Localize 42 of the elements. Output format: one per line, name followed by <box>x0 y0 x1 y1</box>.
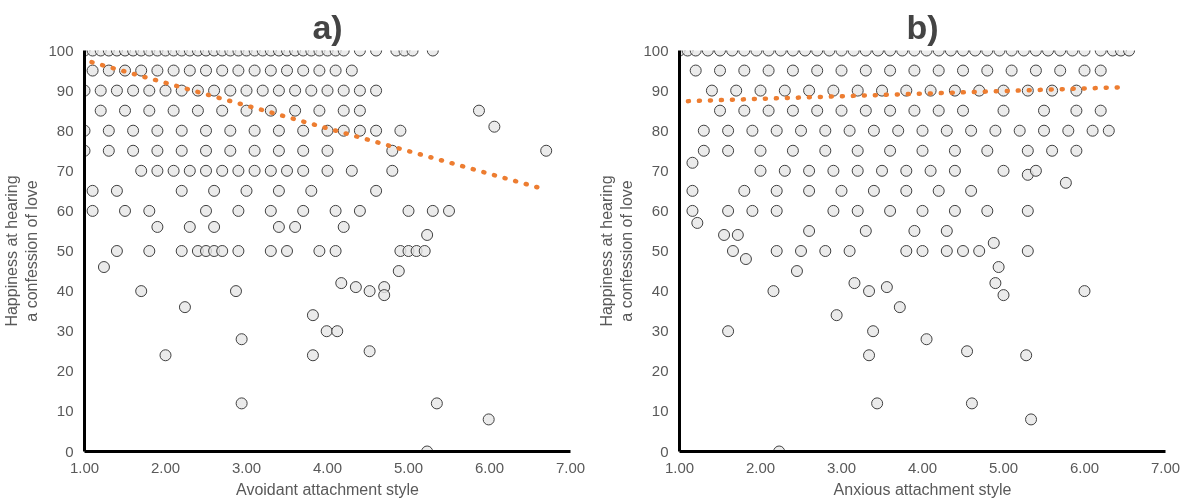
y-tick-label: 100 <box>643 41 669 59</box>
y-axis-title: Happiness at hearing a confession of love <box>3 175 41 327</box>
y-tick-label: 90 <box>651 81 669 99</box>
x-tick-label: 7.00 <box>555 458 586 476</box>
y-tick-label: 50 <box>651 242 669 259</box>
x-tick-label: 5.00 <box>393 458 424 476</box>
y-tick-label: 30 <box>56 322 74 340</box>
y-tick-label: 90 <box>56 81 74 99</box>
x-tick-label: 6.00 <box>474 458 505 476</box>
y-tick-label: 10 <box>56 402 74 420</box>
y-tick-label: 80 <box>651 121 669 139</box>
y-tick-label: 20 <box>56 362 74 380</box>
x-tick-label: 4.00 <box>312 458 343 476</box>
y-tick-label: 70 <box>56 161 74 179</box>
y-tick-label: 60 <box>651 201 669 219</box>
y-tick-label: 40 <box>651 282 669 300</box>
y-tick-label: 0 <box>65 442 74 460</box>
x-tick-label: 7.00 <box>1150 458 1181 476</box>
y-tick-label: 60 <box>56 201 74 219</box>
y-axis-title: Happiness at hearing a confession of love <box>598 175 636 327</box>
y-tick-label: 100 <box>48 41 74 59</box>
x-tick-label: 4.00 <box>907 458 938 476</box>
x-tick-label: 1.00 <box>664 458 695 476</box>
chart-title: a) <box>312 7 343 46</box>
y-tick-label: 20 <box>651 362 669 380</box>
x-tick-label: 3.00 <box>231 458 262 476</box>
y-tick-label: 30 <box>651 322 669 340</box>
y-tick-label: 40 <box>56 282 74 300</box>
y-tick-label: 50 <box>56 242 74 259</box>
x-tick-label: 3.00 <box>826 458 857 476</box>
y-tick-label: 70 <box>651 161 669 179</box>
x-tick-label: 6.00 <box>1069 458 1100 476</box>
y-tick-label: 10 <box>651 402 669 420</box>
x-tick-label: 2.00 <box>745 458 776 476</box>
x-axis-title: Anxious attachment style <box>833 480 1012 498</box>
y-tick-label: 80 <box>56 121 74 139</box>
x-tick-label: 5.00 <box>988 458 1019 476</box>
x-tick-label: 1.00 <box>69 458 100 476</box>
y-tick-label: 0 <box>660 442 669 460</box>
chart-title: b) <box>906 7 939 46</box>
x-axis-title: Avoidant attachment style <box>236 480 420 498</box>
x-tick-label: 2.00 <box>150 458 181 476</box>
